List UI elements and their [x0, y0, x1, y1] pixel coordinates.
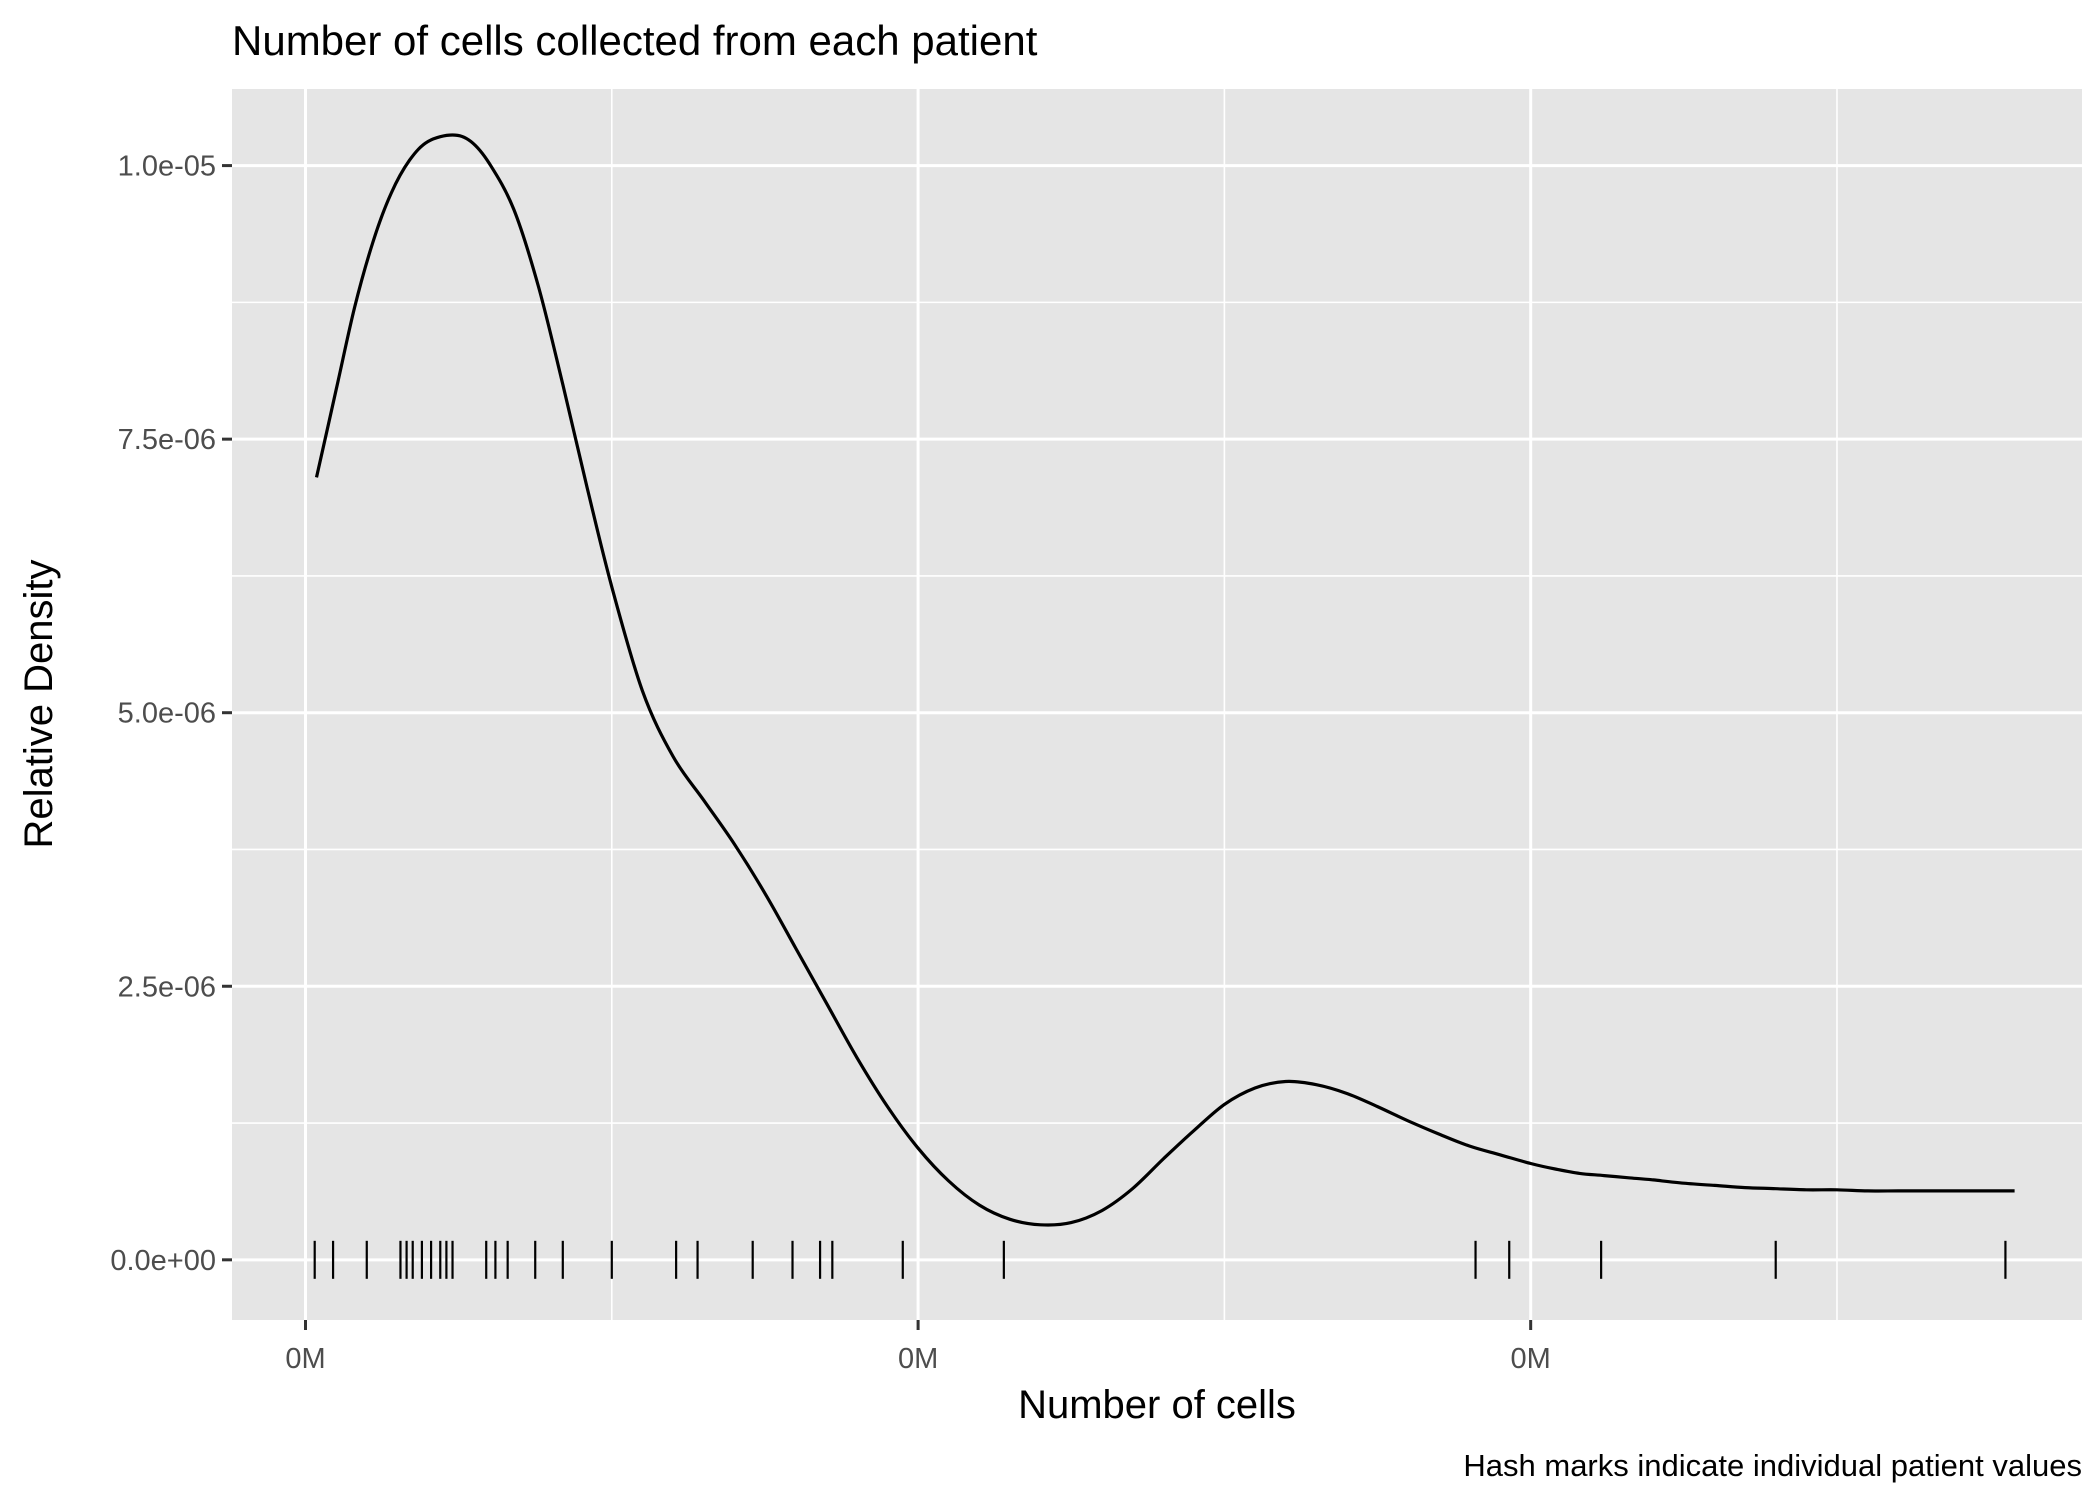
y-axis-title: Relative Density: [17, 559, 61, 848]
rug-marks: [313, 1240, 2007, 1279]
x-axis: 0M 0M 0M: [285, 1320, 1551, 1375]
major-gridlines: [232, 89, 2082, 1320]
y-axis: 0.0e+00 2.5e-06 5.0e-06 7.5e-06 1.0e-05: [110, 151, 232, 1277]
x-axis-title: Number of cells: [1018, 1383, 1296, 1427]
y-tick-label: 0.0e+00: [110, 1245, 216, 1277]
y-tick-label: 7.5e-06: [118, 424, 216, 456]
y-tick-label: 1.0e-05: [118, 151, 216, 183]
chart-caption: Hash marks indicate individual patient v…: [1463, 1448, 2082, 1483]
x-tick-label: 0M: [1511, 1343, 1551, 1375]
chart-title: Number of cells collected from each pati…: [232, 17, 1038, 64]
density-curve: [314, 133, 2015, 1227]
minor-gridlines: [232, 89, 2082, 1320]
x-tick-label: 0M: [898, 1343, 938, 1375]
plot-panel: [232, 89, 2082, 1320]
y-tick-label: 2.5e-06: [118, 971, 216, 1003]
y-tick-label: 5.0e-06: [118, 698, 216, 730]
x-tick-label: 0M: [285, 1343, 325, 1375]
